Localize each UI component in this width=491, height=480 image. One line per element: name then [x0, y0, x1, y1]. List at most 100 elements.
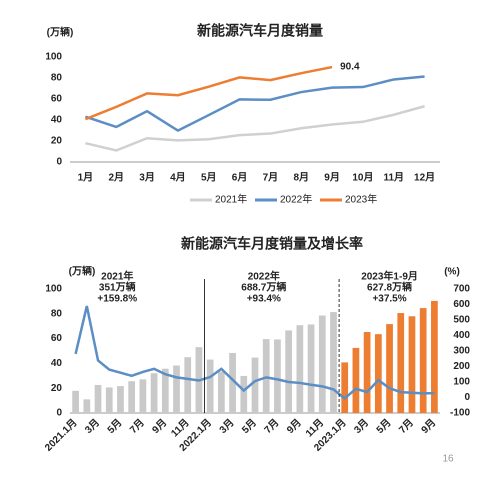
y-tick-label: 0 [56, 408, 62, 419]
bar [117, 386, 124, 413]
bar [262, 339, 270, 413]
y2-tick-label: 500 [453, 315, 470, 326]
bar [150, 373, 158, 413]
bar [352, 347, 360, 413]
bar [206, 359, 214, 413]
y2-tick-label: 200 [453, 361, 470, 372]
annotation: 688.7万辆 [241, 281, 286, 294]
annotation: +159.8% [97, 294, 137, 305]
chart-title: 新能源汽车月度销量 [197, 23, 323, 39]
y-axis-label: (万辆) [47, 26, 74, 39]
bar [72, 390, 79, 413]
x-tick-label: 9月 [324, 172, 340, 184]
y-tick-label: 80 [51, 73, 63, 84]
series-line [85, 105, 425, 152]
bar [83, 399, 91, 413]
bar [363, 332, 371, 413]
x-tick-label: 2月 [108, 172, 124, 184]
bar [397, 313, 405, 413]
y-tick-label: 100 [45, 284, 62, 295]
x-tick-label: 3月 [139, 172, 155, 184]
x-tick-label: 6月 [232, 172, 248, 184]
bar [105, 387, 113, 413]
y2-tick-label: 700 [453, 284, 470, 295]
y2-tick-label: 100 [453, 377, 470, 388]
bar [251, 357, 259, 413]
y2-tick-label: 600 [453, 299, 470, 310]
x-tick-label: 3月 [83, 417, 102, 436]
y-tick-label: 100 [45, 52, 62, 63]
x-tick-label: 3月 [217, 417, 236, 436]
x-tick-label: 5月 [239, 417, 258, 436]
x-tick-label: 5月 [201, 172, 217, 184]
y2-axis-label: (%) [444, 267, 460, 278]
bar [274, 339, 281, 413]
x-tick-label: 9月 [284, 417, 303, 436]
annotation: 2022年 [248, 270, 280, 283]
y-axis-label: (万辆) [69, 265, 96, 278]
legend-label: 2021年 [215, 193, 247, 206]
bar [386, 324, 393, 413]
annotation: +93.4% [247, 294, 281, 305]
annotation: 2021年 [101, 270, 133, 283]
bar [218, 371, 225, 413]
x-tick-label: 9月 [150, 417, 169, 436]
x-tick-label: 3月 [352, 417, 371, 436]
y-tick-label: 60 [51, 333, 63, 344]
bar [296, 325, 304, 413]
x-tick-label: 7月 [262, 417, 281, 436]
bar [330, 312, 337, 413]
bar [374, 334, 382, 413]
y2-tick-label: 400 [453, 330, 470, 341]
annotation: 627.8万辆 [367, 281, 412, 294]
annotation: 351万辆 [99, 281, 136, 294]
x-tick-label: 8月 [293, 172, 309, 184]
page-number: 16 [442, 454, 454, 465]
bar [341, 362, 349, 413]
x-tick-label: 5月 [374, 417, 393, 436]
y-tick-label: 20 [51, 136, 63, 147]
y2-tick-label: 300 [453, 346, 470, 357]
bar [431, 300, 438, 413]
bar [240, 375, 248, 413]
y-tick-label: 60 [51, 94, 63, 105]
x-tick-label: 5月 [105, 417, 124, 436]
x-tick-label: 7月 [263, 172, 279, 184]
bar [161, 368, 169, 413]
x-tick-label: 9月 [419, 417, 438, 436]
y-tick-label: 40 [51, 115, 63, 126]
y-tick-label: 0 [56, 157, 62, 168]
chart-title: 新能源汽车月度销量及增长率 [181, 236, 363, 252]
y-tick-label: 20 [51, 383, 63, 394]
x-tick-label: 10月 [352, 172, 373, 184]
growth-line [74, 305, 435, 401]
x-tick-label: 7月 [127, 417, 146, 436]
annotation: +37.5% [372, 294, 406, 305]
x-tick-label: 12月 [414, 172, 435, 184]
bar [139, 379, 147, 413]
bar [229, 352, 236, 413]
bar [307, 324, 315, 413]
x-tick-label: 2021.1月 [42, 417, 79, 454]
bar [318, 315, 326, 413]
series-line [84, 65, 333, 121]
data-label: 90.4 [340, 62, 360, 73]
series-line [85, 75, 425, 133]
annotation: 2023年1-9月 [361, 270, 418, 283]
x-tick-label: 4月 [170, 172, 186, 184]
bar [173, 365, 180, 413]
bar [408, 316, 416, 413]
x-tick-label: 11月 [383, 172, 404, 184]
y2-tick-label: 0 [464, 392, 470, 403]
bar [128, 381, 136, 413]
y2-tick-label: -100 [450, 408, 470, 419]
y-tick-label: 40 [51, 358, 63, 369]
bar [285, 330, 292, 413]
x-tick-label: 7月 [396, 417, 415, 436]
y-tick-label: 80 [51, 308, 63, 319]
bar [94, 384, 102, 413]
bar [419, 308, 427, 413]
bar [184, 357, 192, 413]
x-tick-label: 1月 [78, 172, 94, 184]
